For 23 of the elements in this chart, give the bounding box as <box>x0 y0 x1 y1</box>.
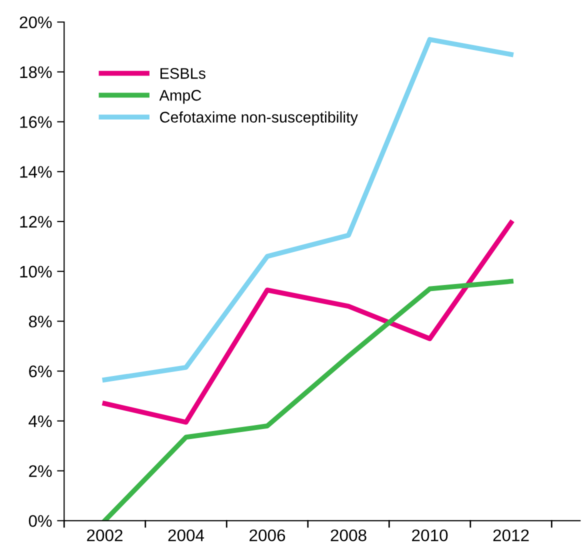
y-tick-label: 20% <box>20 16 52 28</box>
x-tick-label: 2008 <box>330 529 366 542</box>
y-tick-label: 4% <box>28 415 52 428</box>
line-series <box>102 278 514 521</box>
y-tick-label: 18% <box>20 66 52 78</box>
y-tick-label: 16% <box>20 116 52 128</box>
y-tick-label: 12% <box>20 216 52 228</box>
line-series <box>102 220 514 425</box>
x-tick-label: 2002 <box>87 529 122 542</box>
legend-label: Cefotaxime non-susceptibility <box>160 111 358 126</box>
y-tick-label: 14% <box>20 166 52 178</box>
y-tick-label: 10% <box>20 266 52 278</box>
y-tick-label: 6% <box>29 366 52 378</box>
line-series <box>102 37 514 382</box>
legend-label: AmpC <box>159 90 202 104</box>
y-tick-label: 0% <box>28 515 52 527</box>
x-tick-label: 2004 <box>168 529 204 542</box>
y-tick-label: 8% <box>28 316 52 328</box>
x-tick-label: 2006 <box>250 529 286 542</box>
y-tick-label: 2% <box>29 465 52 477</box>
legend-label: ESBLs <box>160 68 206 79</box>
x-tick-label: 2010 <box>412 529 448 542</box>
x-tick-label: 2012 <box>493 529 529 542</box>
